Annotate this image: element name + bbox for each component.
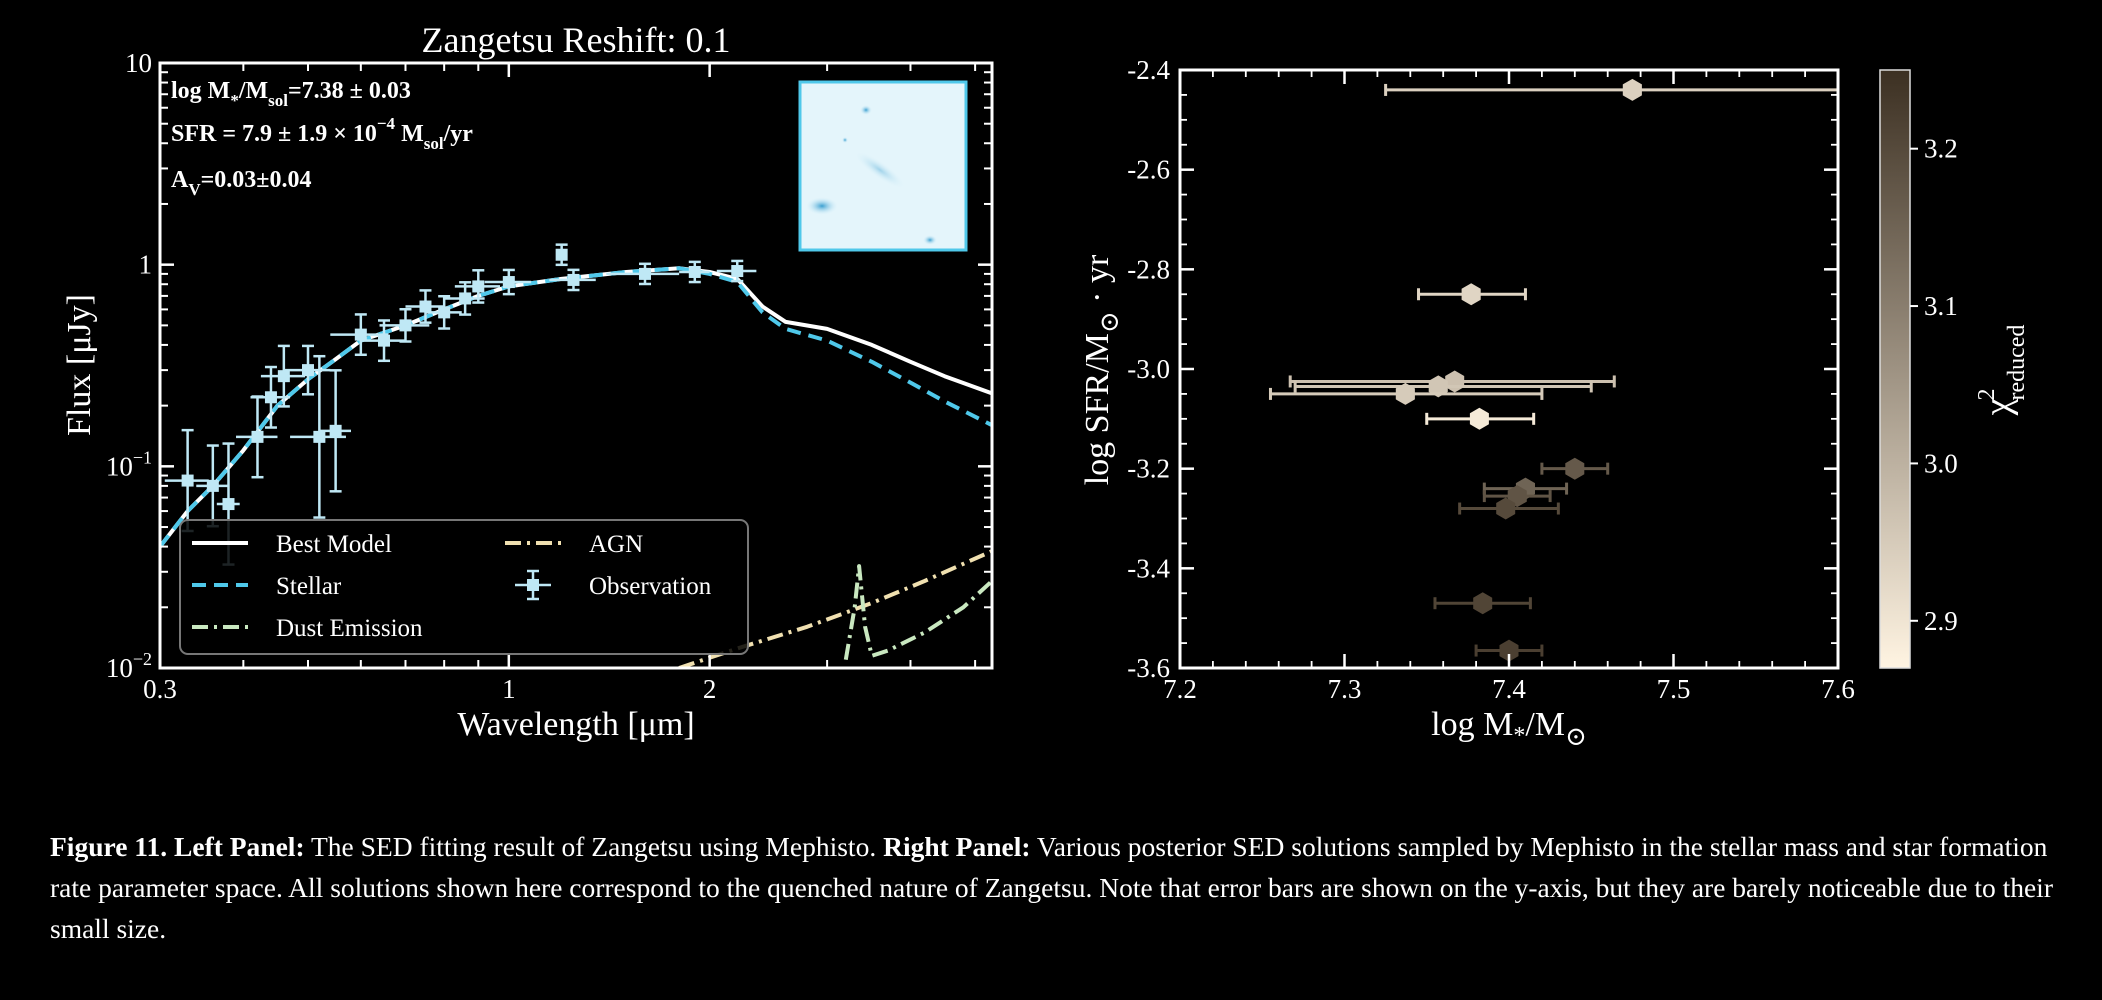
series-line-stellar	[160, 266, 992, 548]
observation-points	[164, 243, 757, 566]
sed-x-tick-label: 0.3	[143, 674, 177, 704]
mass-x-tick-label: 7.4	[1492, 674, 1526, 704]
legend-item-stellar: Stellar	[192, 573, 342, 600]
mass-annotation: log M*/Msol=7.38 ± 0.03	[171, 78, 411, 110]
colorbar-ticks: 2.9 3.0 3.1 3.2	[1910, 134, 1958, 636]
sed-y-axis-label: Flux [μJy]	[61, 294, 98, 436]
sed-y-tick-label: 10−2	[106, 649, 152, 683]
posterior-point	[1384, 78, 1838, 101]
mass-sfr-axes-frame	[1178, 68, 1840, 670]
sed-y-tick-label: 1	[139, 250, 153, 280]
colorbar-tick-label: 2.9	[1924, 606, 1958, 636]
observation-point	[425, 294, 462, 330]
observation-point	[260, 344, 306, 408]
posterior-point	[1433, 592, 1532, 615]
sfr-y-tick-label: -2.4	[1127, 55, 1170, 85]
chi2-colorbar: 2.9 3.0 3.1 3.2 χ2 reduced	[1879, 69, 2030, 669]
series-line-agn	[678, 549, 992, 668]
caption-right-text: Various posterior SED solutions sampled …	[50, 831, 2053, 944]
sfr-y-tick-label: -3.6	[1127, 653, 1170, 683]
series-line-dust-emission	[843, 564, 992, 661]
observation-point	[164, 428, 209, 533]
colorbar-tick-label: 3.1	[1924, 291, 1958, 321]
observation-point	[283, 344, 331, 396]
caption-right-label: Right Panel:	[883, 831, 1031, 862]
posterior-point	[1417, 283, 1527, 306]
mass-x-tick-label: 7.5	[1657, 674, 1691, 704]
mass-x-tick-label: 7.6	[1821, 674, 1855, 704]
legend-item-agn: AGN	[505, 531, 643, 558]
observation-point	[716, 259, 757, 283]
sed-x-ticks: 0.3 1 2	[143, 63, 977, 704]
mass-sfr-plot-area	[1268, 78, 1838, 662]
legend-label: Best Model	[276, 531, 392, 558]
posterior-point	[1288, 370, 1616, 393]
observation-point	[290, 354, 346, 519]
observation-point	[196, 444, 229, 528]
posterior-point	[1540, 457, 1610, 480]
mass-x-ticks: 7.2 7.3 7.4 7.5 7.6	[1163, 70, 1855, 704]
posterior-point	[1425, 407, 1536, 430]
sed-y-tick-label: 10−1	[106, 447, 152, 481]
observation-point	[484, 268, 532, 296]
caption-left-text: The SED fitting result of Zangetsu using…	[304, 831, 884, 862]
sed-title: Zangetsu Reshift: 0.1	[422, 20, 731, 60]
colorbar-tick-label: 3.2	[1924, 134, 1958, 164]
sfr-y-tick-label: -3.4	[1127, 553, 1170, 583]
sed-y-tick-label: 10	[125, 48, 152, 78]
colorbar-label: χ2 reduced	[1974, 325, 2030, 417]
figure-caption: Figure 11. Left Panel: The SED fitting r…	[50, 826, 2060, 949]
posterior-point	[1268, 382, 1544, 405]
caption-figure-label: Figure 11.	[50, 831, 168, 862]
observation-point	[330, 313, 389, 357]
colorbar-tick-label: 3.0	[1924, 448, 1958, 478]
sfr-y-tick-label: -3.0	[1127, 354, 1170, 384]
legend-label: Stellar	[276, 573, 342, 600]
legend-label: AGN	[589, 531, 643, 558]
mass-sfr-panel: 7.2 7.3 7.4 7.5 7.6 -2.4 -2.6 -2.8 -3.0 -3.2 -3.4…	[1079, 55, 2030, 751]
legend-label: Dust Emission	[276, 615, 423, 642]
observation-point	[606, 262, 680, 286]
sfr-y-tick-label: -2.6	[1127, 155, 1170, 185]
sed-y-ticks: 10−2 10−1 1 10	[106, 48, 992, 683]
av-annotation: AV=0.03±0.04	[171, 167, 311, 199]
sfr-y-tick-label: -2.8	[1127, 254, 1170, 284]
sed-axes-frame	[158, 61, 994, 670]
observation-point	[405, 289, 445, 324]
sed-panel: Zangetsu Reshift: 0.1 0.3 1 2 10−210−1110 …	[61, 20, 994, 743]
sed-x-tick-label: 2	[703, 674, 717, 704]
observation-point	[549, 268, 596, 292]
sfr-y-ticks: -2.4 -2.6 -2.8 -3.0 -3.2 -3.4 -3.6	[1127, 55, 1838, 683]
legend-item-best-model: Best Model	[192, 531, 392, 558]
posterior-point	[1474, 639, 1544, 662]
legend-label: Observation	[589, 573, 712, 600]
mass-x-tick-label: 7.2	[1163, 674, 1197, 704]
posterior-point	[1458, 497, 1560, 520]
sed-plot-area	[160, 243, 992, 668]
legend-item-observation: Observation	[515, 569, 712, 601]
observation-point	[555, 243, 568, 267]
caption-left-label: Left Panel:	[174, 831, 305, 862]
observation-point	[360, 319, 406, 363]
colorbar-gradient	[1879, 69, 1911, 669]
posterior-point	[1293, 375, 1593, 398]
sed-x-tick-label: 1	[502, 674, 516, 704]
sed-legend: Best Model AGN Stellar Observation Dust Emis…	[179, 519, 749, 655]
sfr-y-axis-label: log SFR/M⊙ · yr	[1079, 254, 1124, 485]
sfr-annotation: SFR = 7.9 ± 1.9 × 10−4 Msol/yr	[171, 114, 473, 153]
mass-x-axis-label: log M*/M⊙	[1431, 706, 1587, 751]
sed-x-axis-label: Wavelength [μm]	[457, 706, 694, 743]
legend-frame	[179, 519, 749, 655]
legend-item-dust-emission: Dust Emission	[192, 615, 423, 642]
observation-point	[679, 260, 710, 284]
mass-x-tick-label: 7.3	[1328, 674, 1362, 704]
observation-point	[379, 307, 430, 343]
galaxy-cutout-image	[798, 80, 968, 252]
observation-point	[454, 269, 500, 304]
sfr-y-tick-label: -3.2	[1127, 454, 1170, 484]
observation-point	[319, 369, 352, 493]
